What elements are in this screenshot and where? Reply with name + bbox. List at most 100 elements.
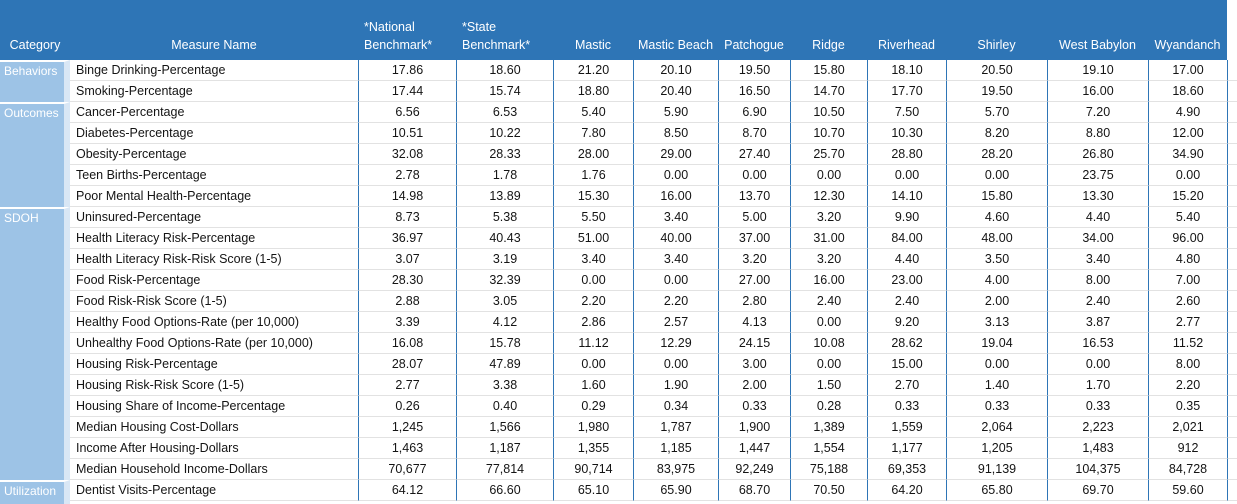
value-cell[interactable]: 17.70 bbox=[867, 81, 946, 102]
value-cell[interactable]: 7.20 bbox=[1047, 102, 1148, 123]
value-cell[interactable]: 7.50 bbox=[867, 102, 946, 123]
value-cell[interactable]: 5.50 bbox=[553, 207, 633, 228]
value-cell[interactable]: 0.00 bbox=[553, 354, 633, 375]
value-cell[interactable]: 84,728 bbox=[1148, 459, 1227, 480]
value-cell[interactable]: 3.40 bbox=[633, 249, 718, 270]
measure-name-cell[interactable]: Healthy Food Options-Rate (per 10,000) bbox=[70, 312, 358, 333]
value-cell[interactable]: 0.29 bbox=[553, 396, 633, 417]
value-cell[interactable]: 16.00 bbox=[633, 186, 718, 207]
value-cell[interactable]: 1,554 bbox=[790, 438, 867, 459]
value-cell[interactable]: 65.10 bbox=[553, 480, 633, 501]
value-cell[interactable]: 16.00 bbox=[790, 270, 867, 291]
value-cell[interactable]: 3.07 bbox=[358, 249, 456, 270]
value-cell[interactable]: 40.43 bbox=[456, 228, 553, 249]
value-cell[interactable]: 0.00 bbox=[633, 270, 718, 291]
value-cell[interactable]: 2.40 bbox=[867, 291, 946, 312]
value-cell[interactable]: 2.80 bbox=[718, 291, 790, 312]
value-cell[interactable]: 0.00 bbox=[946, 165, 1047, 186]
value-cell[interactable]: 1,245 bbox=[358, 417, 456, 438]
value-cell[interactable]: 9.90 bbox=[867, 207, 946, 228]
value-cell[interactable]: 0.00 bbox=[1148, 165, 1227, 186]
value-cell[interactable]: 2.20 bbox=[633, 291, 718, 312]
value-cell[interactable]: 14.70 bbox=[790, 81, 867, 102]
value-cell[interactable]: 12.30 bbox=[790, 186, 867, 207]
value-cell[interactable]: 0.00 bbox=[633, 165, 718, 186]
value-cell[interactable]: 23.75 bbox=[1047, 165, 1148, 186]
measure-name-cell[interactable]: Health Literacy Risk-Risk Score (1-5) bbox=[70, 249, 358, 270]
value-cell[interactable]: 0.33 bbox=[946, 396, 1047, 417]
value-cell[interactable]: 11.12 bbox=[553, 333, 633, 354]
column-header-wyandanch[interactable]: Wyandanch bbox=[1148, 0, 1227, 60]
measure-name-cell[interactable]: Poor Mental Health-Percentage bbox=[70, 186, 358, 207]
value-cell[interactable]: 18.60 bbox=[1148, 81, 1227, 102]
value-cell[interactable]: 912 bbox=[1148, 438, 1227, 459]
column-header-riverhead[interactable]: Riverhead bbox=[867, 0, 946, 60]
value-cell[interactable]: 0.00 bbox=[790, 165, 867, 186]
value-cell[interactable]: 2.20 bbox=[553, 291, 633, 312]
value-cell[interactable]: 0.00 bbox=[790, 354, 867, 375]
value-cell[interactable]: 18.10 bbox=[867, 60, 946, 81]
value-cell[interactable]: 70,677 bbox=[358, 459, 456, 480]
measure-name-cell[interactable]: Smoking-Percentage bbox=[70, 81, 358, 102]
value-cell[interactable]: 15.74 bbox=[456, 81, 553, 102]
value-cell[interactable]: 0.00 bbox=[553, 270, 633, 291]
value-cell[interactable]: 28.20 bbox=[946, 144, 1047, 165]
value-cell[interactable]: 0.00 bbox=[867, 165, 946, 186]
value-cell[interactable]: 84.00 bbox=[867, 228, 946, 249]
value-cell[interactable]: 48.00 bbox=[946, 228, 1047, 249]
column-header-category[interactable]: Category bbox=[0, 0, 70, 60]
value-cell[interactable]: 40.00 bbox=[633, 228, 718, 249]
column-header-measure-name[interactable]: Measure Name bbox=[70, 0, 358, 60]
value-cell[interactable]: 17.86 bbox=[358, 60, 456, 81]
value-cell[interactable]: 10.50 bbox=[790, 102, 867, 123]
value-cell[interactable]: 1,566 bbox=[456, 417, 553, 438]
value-cell[interactable]: 21.20 bbox=[553, 60, 633, 81]
value-cell[interactable]: 65.80 bbox=[946, 480, 1047, 501]
value-cell[interactable]: 75,188 bbox=[790, 459, 867, 480]
measure-name-cell[interactable]: Income After Housing-Dollars bbox=[70, 438, 358, 459]
value-cell[interactable]: 36.97 bbox=[358, 228, 456, 249]
value-cell[interactable]: 3.38 bbox=[456, 375, 553, 396]
value-cell[interactable]: 2,064 bbox=[946, 417, 1047, 438]
value-cell[interactable]: 2.57 bbox=[633, 312, 718, 333]
value-cell[interactable]: 1.76 bbox=[553, 165, 633, 186]
value-cell[interactable]: 66.60 bbox=[456, 480, 553, 501]
value-cell[interactable]: 70.50 bbox=[790, 480, 867, 501]
value-cell[interactable]: 4.13 bbox=[718, 312, 790, 333]
value-cell[interactable]: 32.39 bbox=[456, 270, 553, 291]
value-cell[interactable]: 2.70 bbox=[867, 375, 946, 396]
value-cell[interactable]: 19.04 bbox=[946, 333, 1047, 354]
value-cell[interactable]: 1,389 bbox=[790, 417, 867, 438]
value-cell[interactable]: 19.50 bbox=[718, 60, 790, 81]
value-cell[interactable]: 69,353 bbox=[867, 459, 946, 480]
value-cell[interactable]: 0.40 bbox=[456, 396, 553, 417]
value-cell[interactable]: 4.12 bbox=[456, 312, 553, 333]
value-cell[interactable]: 2.00 bbox=[718, 375, 790, 396]
value-cell[interactable]: 77,814 bbox=[456, 459, 553, 480]
value-cell[interactable]: 37.00 bbox=[718, 228, 790, 249]
value-cell[interactable]: 29.00 bbox=[633, 144, 718, 165]
value-cell[interactable]: 32.08 bbox=[358, 144, 456, 165]
value-cell[interactable]: 10.70 bbox=[790, 123, 867, 144]
value-cell[interactable]: 16.08 bbox=[358, 333, 456, 354]
value-cell[interactable]: 34.90 bbox=[1148, 144, 1227, 165]
value-cell[interactable]: 20.40 bbox=[633, 81, 718, 102]
value-cell[interactable]: 10.30 bbox=[867, 123, 946, 144]
value-cell[interactable]: 18.80 bbox=[553, 81, 633, 102]
value-cell[interactable]: 1.90 bbox=[633, 375, 718, 396]
value-cell[interactable]: 3.20 bbox=[790, 207, 867, 228]
value-cell[interactable]: 0.33 bbox=[867, 396, 946, 417]
value-cell[interactable]: 28.07 bbox=[358, 354, 456, 375]
measure-name-cell[interactable]: Obesity-Percentage bbox=[70, 144, 358, 165]
value-cell[interactable]: 1,483 bbox=[1047, 438, 1148, 459]
column-header-ridge[interactable]: Ridge bbox=[790, 0, 867, 60]
value-cell[interactable]: 28.33 bbox=[456, 144, 553, 165]
value-cell[interactable]: 2.77 bbox=[1148, 312, 1227, 333]
value-cell[interactable]: 7.00 bbox=[1148, 270, 1227, 291]
measure-name-cell[interactable]: Food Risk-Risk Score (1-5) bbox=[70, 291, 358, 312]
measure-name-cell[interactable]: Teen Births-Percentage bbox=[70, 165, 358, 186]
value-cell[interactable]: 16.53 bbox=[1047, 333, 1148, 354]
value-cell[interactable]: 3.39 bbox=[358, 312, 456, 333]
value-cell[interactable]: 3.50 bbox=[946, 249, 1047, 270]
value-cell[interactable]: 1,185 bbox=[633, 438, 718, 459]
